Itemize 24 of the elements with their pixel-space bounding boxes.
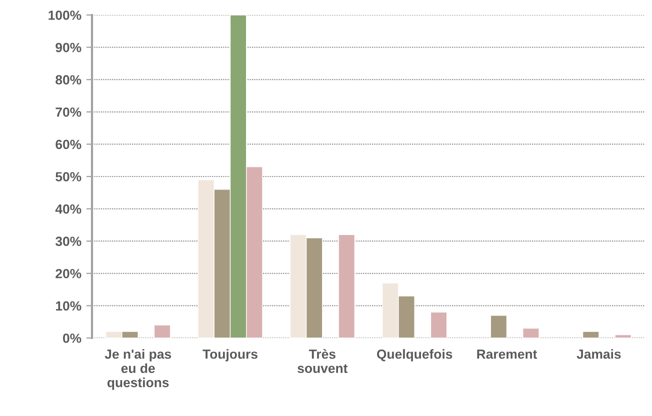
- y-tick-label: 50%: [56, 172, 82, 182]
- y-tick-label: 40%: [55, 204, 82, 214]
- bar: [490, 315, 508, 338]
- y-tick-label: 0%: [63, 334, 82, 343]
- x-tick-label: Je n'ai pas eu de questions: [104, 349, 172, 390]
- x-tick-label: Quelquefois: [377, 349, 452, 362]
- x-tick-label: Très souvent: [298, 348, 348, 374]
- y-tick-label: 80%: [56, 75, 82, 85]
- y-tick-label: 100%: [48, 10, 82, 20]
- bar: [582, 331, 600, 338]
- bar: [614, 334, 632, 338]
- y-tick-label: 60%: [56, 140, 82, 150]
- bar: [154, 324, 171, 338]
- bar: [338, 234, 356, 338]
- y-tick-label: 30%: [55, 236, 82, 246]
- x-tick-label: Jamais: [576, 349, 621, 359]
- bar: [430, 312, 448, 338]
- y-tick-label: 10%: [56, 301, 82, 311]
- x-tick-label: Toujours: [202, 349, 258, 362]
- y-tick-label: 90%: [56, 42, 82, 52]
- bar: [522, 328, 540, 338]
- x-tick-label: Rarement: [477, 350, 538, 359]
- y-tick-label: 70%: [56, 107, 82, 117]
- y-tick-label: 20%: [56, 268, 82, 278]
